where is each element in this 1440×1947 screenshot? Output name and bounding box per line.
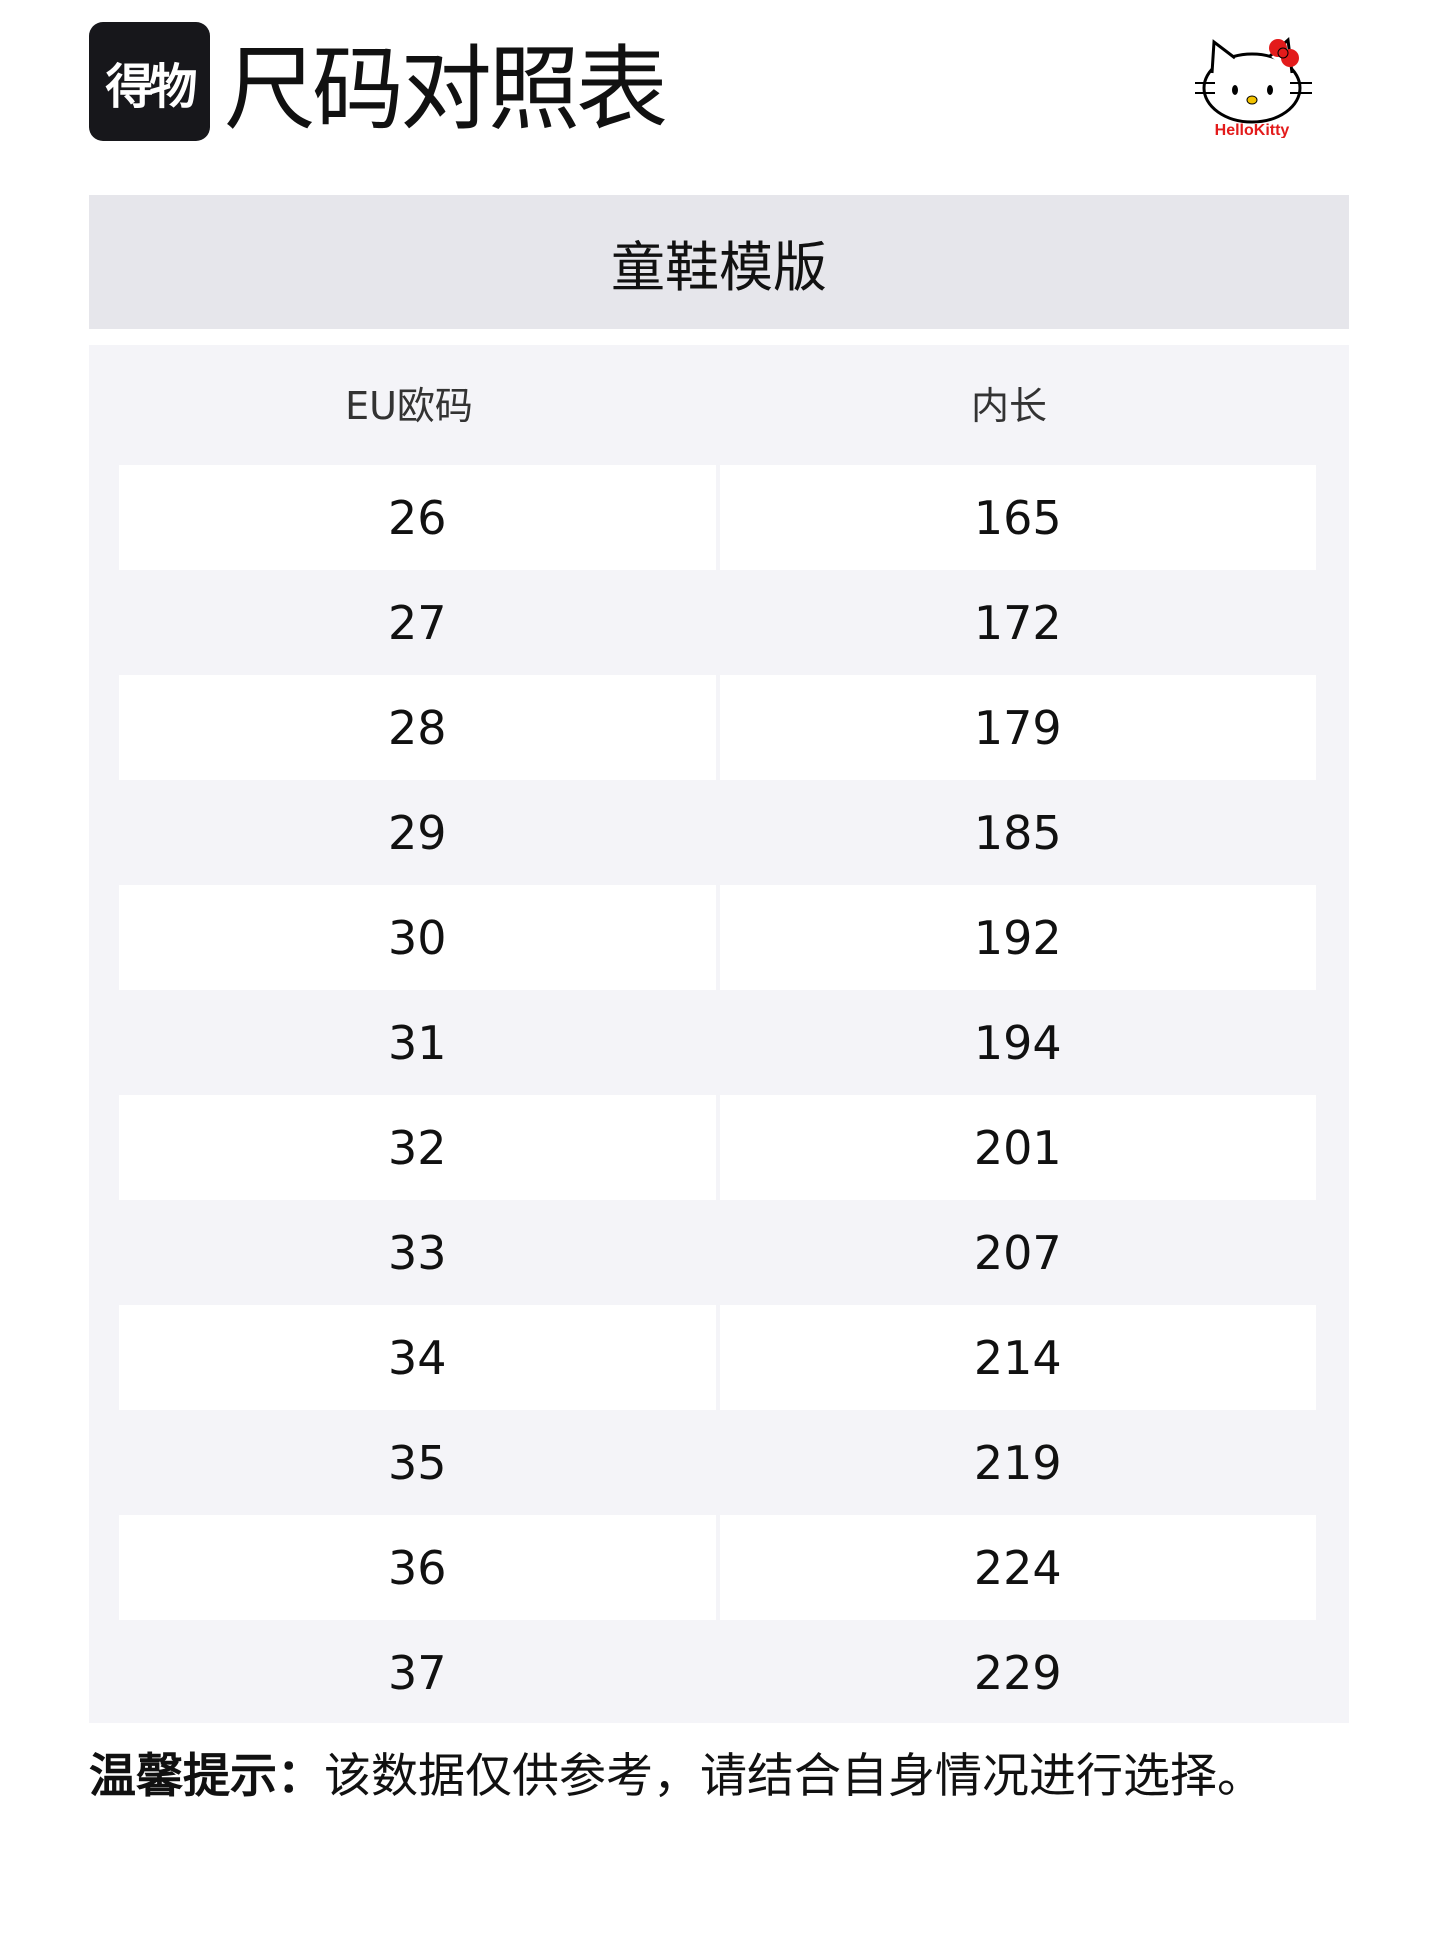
tip-note: 温馨提示：该数据仅供参考，请结合自身情况进行选择。 (89, 1745, 1264, 1809)
eu-size-cell: 32 (119, 1095, 716, 1200)
inner-length-cell: 207 (973, 1225, 1062, 1280)
table-row: 30 192 (119, 885, 1316, 990)
tip-text: 该数据仅供参考，请结合自身情况进行选择。 (324, 1749, 1264, 1804)
eu-size-cell: 34 (119, 1305, 716, 1410)
table-row: 26 165 (119, 465, 1316, 570)
table-row: 27 172 (119, 570, 1316, 675)
inner-length-cell: 179 (719, 675, 1316, 780)
tip-label: 温馨提示： (89, 1749, 324, 1804)
inner-length-cell: 192 (719, 885, 1316, 990)
eu-size-cell: 33 (387, 1225, 447, 1280)
inner-length-cell: 224 (719, 1515, 1316, 1620)
hello-kitty-logo: HelloKitty (1195, 36, 1312, 138)
column-header-eu: EU欧码 (345, 384, 473, 428)
inner-length-cell: 229 (973, 1645, 1062, 1700)
eu-size-cell: 37 (387, 1645, 447, 1700)
table-row: 37 229 (119, 1620, 1316, 1725)
dewu-logo: 得物 (89, 22, 210, 141)
inner-length-cell: 165 (719, 465, 1316, 570)
page-title: 尺码对照表 (224, 36, 668, 143)
inner-length-cell: 185 (973, 805, 1062, 860)
eu-size-cell: 26 (119, 465, 716, 570)
table-row: 33 207 (119, 1200, 1316, 1305)
table-row: 32 201 (119, 1095, 1316, 1200)
eu-size-cell: 28 (119, 675, 716, 780)
inner-length-cell: 172 (973, 595, 1062, 650)
eu-size-cell: 35 (387, 1435, 447, 1490)
column-header-length: 内长 (970, 384, 1047, 428)
inner-length-cell: 219 (973, 1435, 1062, 1490)
eu-size-cell: 31 (387, 1015, 447, 1070)
template-title: 童鞋模版 (89, 195, 1349, 329)
table-row: 29 185 (119, 780, 1316, 885)
size-table: EU欧码 内长 26 165 27 172 28 179 29 185 30 192 31 194 32… (89, 345, 1349, 1723)
table-row: 34 214 (119, 1305, 1316, 1410)
inner-length-cell: 214 (719, 1305, 1316, 1410)
table-row: 31 194 (119, 990, 1316, 1095)
svg-text:HelloKitty: HelloKitty (1215, 122, 1290, 138)
eu-size-cell: 29 (387, 805, 447, 860)
table-row: 36 224 (119, 1515, 1316, 1620)
eu-size-cell: 30 (119, 885, 716, 990)
table-row: 35 219 (119, 1410, 1316, 1515)
table-row: 28 179 (119, 675, 1316, 780)
eu-size-cell: 27 (387, 595, 447, 650)
inner-length-cell: 201 (719, 1095, 1316, 1200)
inner-length-cell: 194 (973, 1015, 1062, 1070)
eu-size-cell: 36 (119, 1515, 716, 1620)
